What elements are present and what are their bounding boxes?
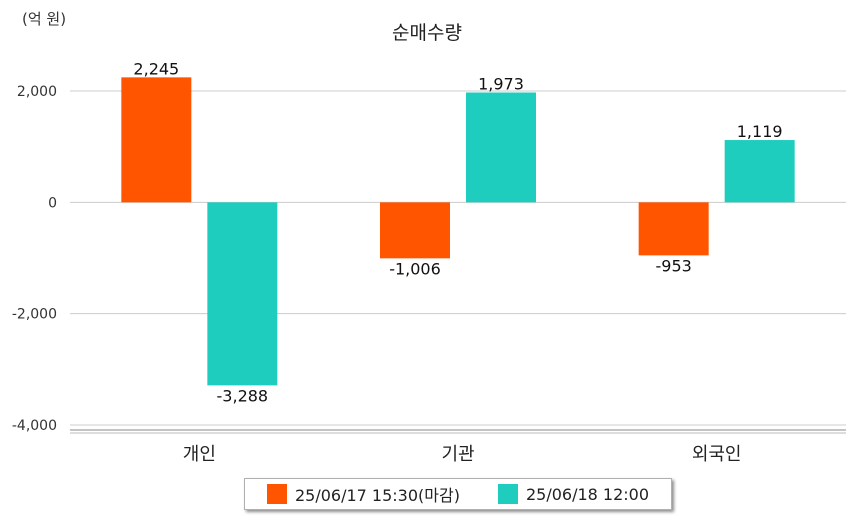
data-label: -1,006 (389, 259, 441, 278)
legend-item-series-2[interactable]: 25/06/18 12:00 (497, 484, 650, 504)
bar (638, 202, 709, 256)
legend-swatch-series-2 (497, 484, 518, 504)
y-tick-label: -4,000 (12, 418, 57, 434)
legend: 25/06/17 15:30(마감) 25/06/18 12:00 (244, 478, 672, 510)
x-tick-label: 기관 (441, 444, 474, 465)
legend-swatch-series-1 (266, 484, 287, 504)
unit-label: (억 원) (22, 10, 67, 28)
data-label: -953 (656, 256, 692, 275)
chart-plot: 2,000 0 -2,000 -4,000 2,245 -3,288 개인 -1,006 1,9… (12, 59, 846, 465)
x-tick-label: 외국인 (692, 444, 742, 465)
bar (121, 77, 192, 203)
legend-item-series-1[interactable]: 25/06/17 15:30(마감) (266, 482, 460, 506)
data-label: 1,119 (737, 122, 783, 141)
y-tick-label: 0 (48, 195, 57, 211)
bar (466, 92, 536, 203)
bar (724, 140, 795, 203)
bar (207, 202, 278, 386)
data-label: 2,245 (133, 59, 179, 78)
legend-label-series-2: 25/06/18 12:00 (525, 484, 650, 504)
y-tick-label: -2,000 (12, 307, 57, 323)
legend-label-series-1: 25/06/17 15:30(마감) (294, 486, 460, 505)
x-tick-label: 개인 (183, 444, 216, 465)
bar (380, 202, 450, 259)
data-label: -3,288 (217, 386, 269, 405)
chart-title: 순매수량 (392, 22, 462, 44)
y-tick-label: 2,000 (17, 84, 57, 100)
data-label: 1,973 (478, 75, 524, 94)
